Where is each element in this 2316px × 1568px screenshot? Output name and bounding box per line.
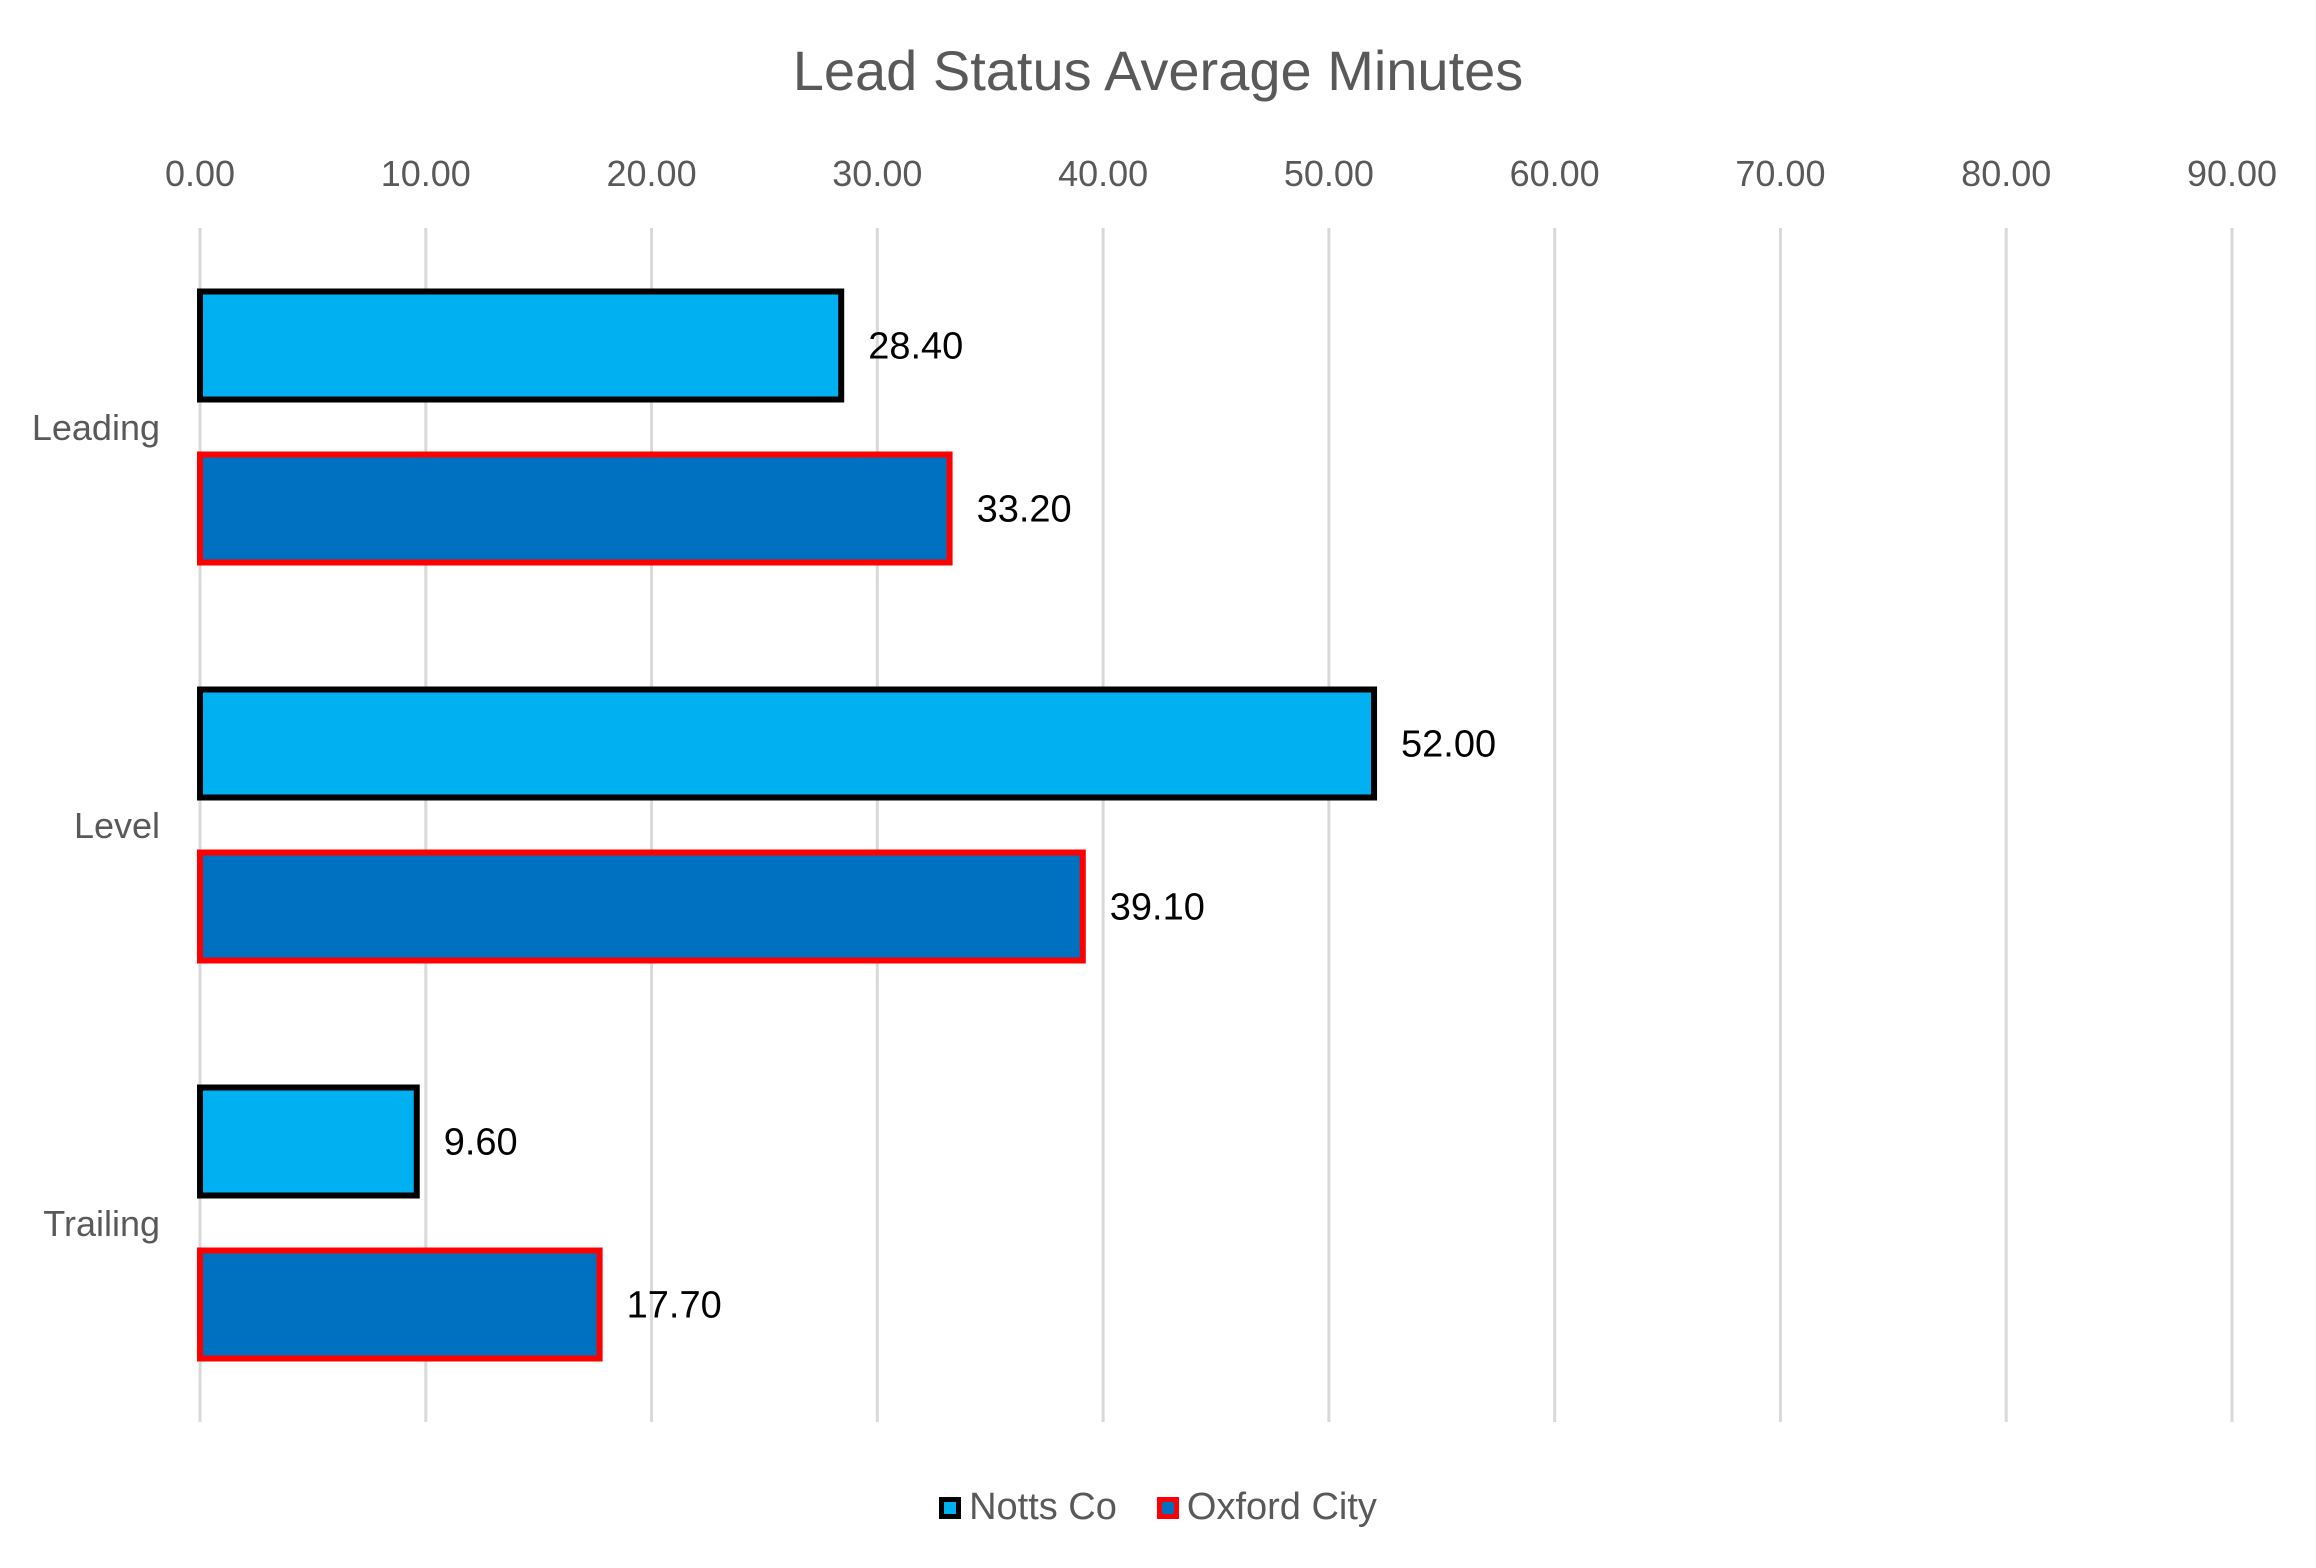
x-tick-label: 80.00 [1961, 153, 2051, 194]
data-label: 33.20 [977, 489, 1072, 531]
x-tick-label: 30.00 [832, 153, 922, 194]
x-tick-label: 60.00 [1510, 153, 1600, 194]
legend-item-notts-co: Notts Co [939, 1486, 1117, 1529]
x-tick-label: 70.00 [1735, 153, 1825, 194]
data-label: 52.00 [1401, 724, 1496, 766]
bar [197, 849, 1086, 964]
data-label: 28.40 [868, 326, 963, 368]
x-tick-label: 20.00 [607, 153, 697, 194]
x-tick-label: 0.00 [165, 153, 235, 194]
legend-label-oxford-city: Oxford City [1186, 1486, 1377, 1528]
chart-legend: Notts Co Oxford City [0, 1486, 2316, 1529]
x-tick-label: 50.00 [1284, 153, 1374, 194]
bar [197, 1247, 603, 1362]
legend-swatch-notts-co [939, 1496, 962, 1519]
bar [197, 686, 1378, 801]
x-tick-label: 40.00 [1058, 153, 1148, 194]
chart-title: Lead Status Average Minutes [792, 39, 1524, 102]
data-label: 9.60 [444, 1122, 518, 1164]
legend-swatch-oxford-city [1156, 1496, 1179, 1519]
x-tick-label: 90.00 [2187, 153, 2277, 194]
bar [197, 1084, 420, 1199]
bar [197, 451, 953, 566]
legend-item-oxford-city: Oxford City [1156, 1486, 1377, 1529]
legend-label-notts-co: Notts Co [969, 1486, 1117, 1528]
bar [197, 288, 845, 403]
category-label: Leading [32, 407, 160, 448]
x-tick-label: 10.00 [381, 153, 471, 194]
category-label: Level [74, 805, 160, 846]
data-label: 39.10 [1110, 887, 1205, 929]
category-label: Trailing [43, 1203, 160, 1244]
data-label: 17.70 [627, 1285, 722, 1327]
